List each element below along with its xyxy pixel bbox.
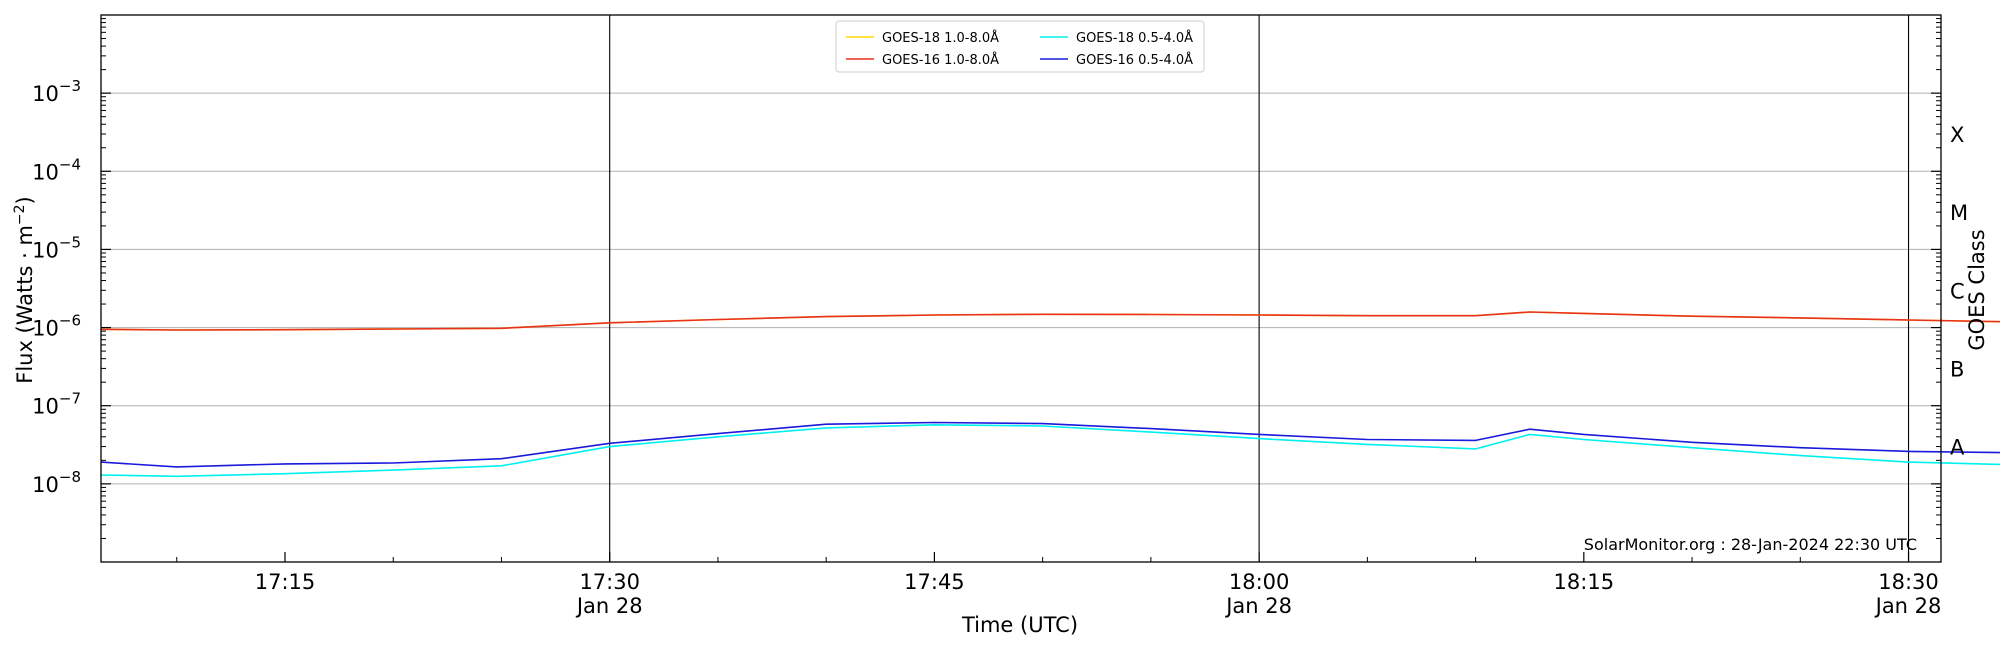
x-tick-time: 17:15 <box>255 570 316 594</box>
legend-label: GOES-16 0.5-4.0Å <box>1076 52 1193 68</box>
x-tick-time: 18:30 <box>1878 570 1939 594</box>
x-tick-time: 17:30 <box>579 570 640 594</box>
y-tick-base: 10 <box>32 160 59 184</box>
y-tick-base: 10 <box>32 317 59 341</box>
y-tick-base: 10 <box>32 395 59 419</box>
y-axis-label-base: Flux (Watts · m <box>13 225 37 384</box>
series-line-1 <box>100 311 2000 331</box>
goes-class-b: B <box>1950 357 1964 381</box>
x-tick-date: Jan 28 <box>575 594 643 618</box>
y-tick-exponent: −5 <box>59 233 81 251</box>
y-tick-exponent: −8 <box>59 468 81 486</box>
x-tick-date: Jan 28 <box>1874 594 1942 618</box>
legend-label: GOES-18 1.0-8.0Å <box>882 30 999 46</box>
goes-class-x: X <box>1950 123 1964 147</box>
series-line-2 <box>100 423 2000 478</box>
series-layer <box>100 311 2000 478</box>
legend: GOES-18 1.0-8.0Å GOES-16 1.0-8.0Å GOES-18 … <box>835 20 1205 73</box>
y-tick-exponent: −7 <box>59 390 81 408</box>
y-tick-base: 10 <box>32 82 59 106</box>
legend-items: GOES-18 1.0-8.0Å GOES-16 1.0-8.0Å GOES-18 … <box>846 30 1193 68</box>
goes-class-a: A <box>1950 436 1965 460</box>
y-tick-exponent: −4 <box>59 155 81 173</box>
y-tick-base: 10 <box>32 473 59 497</box>
x-tick-date: Jan 28 <box>1224 594 1292 618</box>
tick-marks <box>101 18 1941 562</box>
legend-label: GOES-16 1.0-8.0Å <box>882 52 999 68</box>
legend-box <box>835 20 1205 73</box>
credit-text: SolarMonitor.org : 28-Jan-2024 22:30 UTC <box>1584 535 1917 554</box>
y-tick-exponent: −3 <box>59 77 81 95</box>
y-tick-label: 10−6 <box>32 312 81 341</box>
x-tick-time: 18:00 <box>1229 570 1290 594</box>
series-line-3 <box>100 421 2000 468</box>
legend-label: GOES-18 0.5-4.0Å <box>1076 30 1193 46</box>
y-tick-label: 10−4 <box>32 155 81 184</box>
y-tick-label: 10−8 <box>32 468 81 497</box>
goes-class-labels: X M C B A <box>1950 123 1968 460</box>
plot-frame <box>100 14 1942 563</box>
y-axis-label-end: ) <box>13 196 37 204</box>
y-tick-label: 10−3 <box>32 77 81 106</box>
x-tick-time: 18:15 <box>1554 570 1615 594</box>
grid-layer <box>101 92 1941 485</box>
y-tick-base: 10 <box>32 238 59 262</box>
y-tick-label: 10−7 <box>32 390 81 419</box>
goes-class-axis-label: GOES Class <box>1965 229 1989 350</box>
x-tick-time: 17:45 <box>904 570 965 594</box>
y-tick-label: 10−5 <box>32 233 81 262</box>
half-hour-lines <box>609 15 1910 562</box>
y-tick-labels: 10−310−410−510−610−710−8 <box>32 77 81 497</box>
y-axis-label-sup: −2 <box>12 204 28 225</box>
y-axis-label: Flux (Watts · m−2) <box>12 196 37 384</box>
x-axis-label: Time (UTC) <box>961 613 1078 637</box>
goes-class-m: M <box>1950 201 1968 225</box>
y-tick-exponent: −6 <box>59 312 81 330</box>
goes-class-c: C <box>1950 279 1965 303</box>
